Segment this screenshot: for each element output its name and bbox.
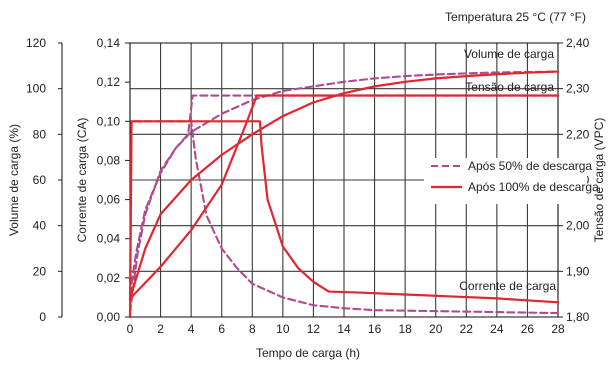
y-axis-right-tick-label: 2,40: [566, 36, 590, 50]
y-axis-left-inner-tick-label: 0,10: [97, 114, 121, 128]
series-line-100-volume-de-carga: [128, 70, 560, 300]
x-tick-label: 10: [276, 322, 290, 336]
y-axis-left-outer-tick-label: 100: [26, 82, 46, 96]
y-axis-left-outer-tick-label: 40: [33, 219, 47, 233]
y-axis-right-tick-label: 1,90: [566, 264, 590, 278]
y-axis-right-tick-label: 2,20: [566, 127, 590, 141]
x-tick-label: 26: [521, 322, 535, 336]
annotation-volume-de-carga: Volume de carga: [464, 47, 554, 61]
x-tick-label: 8: [249, 322, 256, 336]
x-tick-label: 0: [127, 322, 134, 336]
x-tick-label: 22: [460, 322, 474, 336]
y-axis-left-inner-tick-label: 0,06: [97, 193, 121, 207]
series-line-50-volume-de-carga: [128, 70, 560, 314]
legend-label-100: Após 100% de descarga: [468, 180, 599, 194]
x-tick-label: 6: [218, 322, 225, 336]
y-axis-left-inner-label: Corrente de carga (CA): [75, 118, 89, 243]
y-axis-left-inner-tick-label: 0,12: [97, 75, 121, 89]
y-axis-right-tick-label: 1,80: [566, 310, 590, 324]
y-axis-left-outer-tick-label: 120: [26, 36, 46, 50]
y-axis-left-inner-tick-label: 0,08: [97, 153, 121, 167]
y-axis-left-inner-tick-label: 0,04: [97, 232, 121, 246]
x-tick-label: 12: [307, 322, 321, 336]
y-axis-left-inner-tick-label: 0,02: [97, 271, 121, 285]
x-tick-label: 14: [337, 322, 351, 336]
y-axis-left-outer-tick-label: 20: [33, 264, 47, 278]
x-tick-label: 24: [490, 322, 504, 336]
series-line-50-tens-o-de-carga: [128, 94, 560, 296]
series-layer: [128, 70, 560, 319]
x-tick-label: 2: [157, 322, 164, 336]
x-tick-label: 20: [429, 322, 443, 336]
x-tick-label: 18: [398, 322, 412, 336]
x-tick-label: 4: [188, 322, 195, 336]
y-axis-left-outer-label: Volume de carga (%): [7, 124, 21, 236]
x-axis-label: Tempo de carga (h): [256, 346, 360, 360]
y-axis-right-tick-label: 2,30: [566, 82, 590, 96]
series-line-100-tens-o-de-carga: [128, 94, 560, 300]
annotation-corrente-de-carga: Corrente de carga: [459, 279, 556, 293]
y-axis-left-inner-tick-label: 0,00: [97, 310, 121, 324]
y-axis-left-outer-tick-label: 60: [33, 173, 47, 187]
legend: Após 50% de descarga Após 100% de descar…: [424, 158, 599, 204]
legend-box: [424, 158, 587, 204]
y-axis-left-outer-tick-label: 0: [39, 310, 46, 324]
y-axis-right-label: Tensão de carga (VPC): [592, 118, 606, 243]
x-tick-label: 28: [551, 322, 565, 336]
y-axis-left-inner-tick-label: 0,14: [97, 36, 121, 50]
y-axis-right-tick-label: 2,00: [566, 219, 590, 233]
series-line-100-corrente-de-carga: [128, 120, 560, 319]
x-tick-label: 16: [368, 322, 382, 336]
annotation-tensao-de-carga: Tensão de carga: [465, 80, 554, 94]
legend-label-50: Após 50% de descarga: [468, 159, 592, 173]
series-line-50-corrente-de-carga: [128, 120, 560, 319]
y-axis-left-outer-tick-label: 80: [33, 127, 47, 141]
chart-title: Temperatura 25 °C (77 °F): [445, 10, 586, 24]
